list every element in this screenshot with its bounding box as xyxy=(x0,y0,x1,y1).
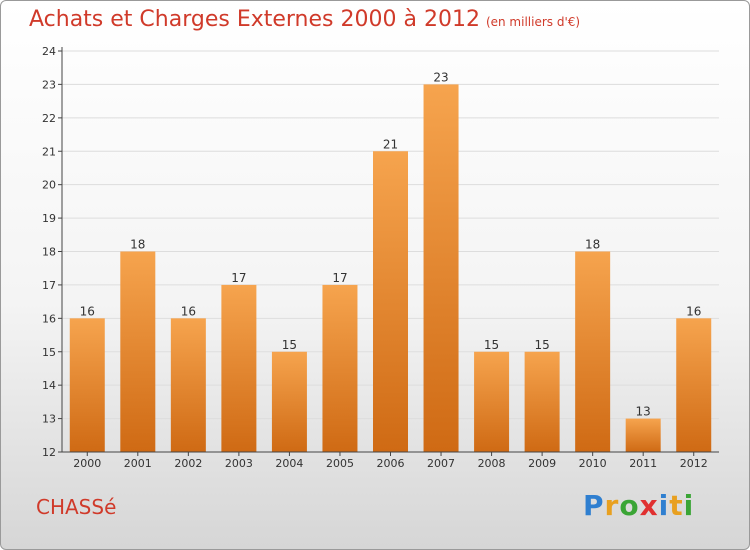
place-name: CHASSé xyxy=(36,495,117,519)
bar-value-label: 18 xyxy=(130,238,145,252)
bar-value-label: 15 xyxy=(484,338,499,352)
bar-value-label: 18 xyxy=(585,238,600,252)
bar-value-label: 17 xyxy=(332,271,347,285)
bar xyxy=(221,284,257,452)
y-tick-label: 16 xyxy=(42,312,56,325)
labels: 12 13 14 15 16 17 18 19 20 21 22 23 24 16 2000 18 2001 16… xyxy=(42,45,708,470)
bar xyxy=(170,318,206,452)
bars xyxy=(69,84,712,453)
x-tick-label: 2007 xyxy=(427,457,455,470)
bar-value-label: 13 xyxy=(636,405,651,419)
y-tick-label: 17 xyxy=(42,279,56,292)
logo-letter: i xyxy=(658,489,670,522)
y-tick-label: 20 xyxy=(42,179,56,192)
x-tick-label: 2005 xyxy=(326,457,354,470)
x-tick-label: 2010 xyxy=(579,457,607,470)
bar xyxy=(474,351,510,452)
logo-letter: o xyxy=(619,489,640,522)
x-tick-label: 2006 xyxy=(377,457,405,470)
bar-value-label: 16 xyxy=(80,304,95,318)
x-tick-label: 2009 xyxy=(528,457,556,470)
x-tick-label: 2000 xyxy=(73,457,101,470)
y-tick-label: 13 xyxy=(42,413,56,426)
bar xyxy=(575,251,611,452)
bar xyxy=(69,318,105,452)
logo-letter: r xyxy=(604,489,620,522)
axes xyxy=(58,47,719,456)
chart-title-text: Achats et Charges Externes 2000 à 2012 xyxy=(29,7,480,32)
x-tick-label: 2011 xyxy=(629,457,657,470)
proxiti-logo[interactable]: Proxiti xyxy=(583,489,694,522)
x-tick-label: 2004 xyxy=(275,457,303,470)
logo-letter: t xyxy=(669,489,684,522)
y-tick-label: 12 xyxy=(42,446,56,459)
x-tick-label: 2002 xyxy=(174,457,202,470)
bar xyxy=(524,351,560,452)
bar-value-label: 21 xyxy=(383,137,398,151)
y-tick-label: 14 xyxy=(42,379,56,392)
bar xyxy=(423,84,459,453)
bar xyxy=(373,151,408,452)
x-tick-label: 2003 xyxy=(225,457,253,470)
y-tick-label: 15 xyxy=(42,346,56,359)
bar-value-label: 16 xyxy=(686,304,701,318)
y-tick-label: 22 xyxy=(42,112,56,125)
y-tick-label: 18 xyxy=(42,246,56,259)
x-tick-label: 2012 xyxy=(680,457,708,470)
bar-value-label: 16 xyxy=(181,304,196,318)
bar xyxy=(271,351,307,452)
bar xyxy=(120,251,156,452)
y-tick-label: 24 xyxy=(42,45,56,58)
bar-value-label: 17 xyxy=(231,271,246,285)
logo-letter: P xyxy=(583,489,605,522)
bar xyxy=(676,318,712,452)
chart-title: Achats et Charges Externes 2000 à 2012 (e… xyxy=(29,7,580,32)
x-tick-label: 2008 xyxy=(478,457,506,470)
y-tick-label: 23 xyxy=(42,78,56,91)
x-tick-label: 2001 xyxy=(124,457,152,470)
chart-subtitle: (en milliers d'€) xyxy=(485,15,581,29)
logo-letter: x xyxy=(639,489,659,522)
bar-value-label: 15 xyxy=(282,338,297,352)
bar-value-label: 23 xyxy=(433,70,448,84)
y-tick-label: 19 xyxy=(42,212,56,225)
bar xyxy=(625,418,661,452)
bar-value-label: 15 xyxy=(534,338,549,352)
bar xyxy=(322,284,358,452)
logo-letter: i xyxy=(683,489,695,522)
y-tick-label: 21 xyxy=(42,145,56,158)
